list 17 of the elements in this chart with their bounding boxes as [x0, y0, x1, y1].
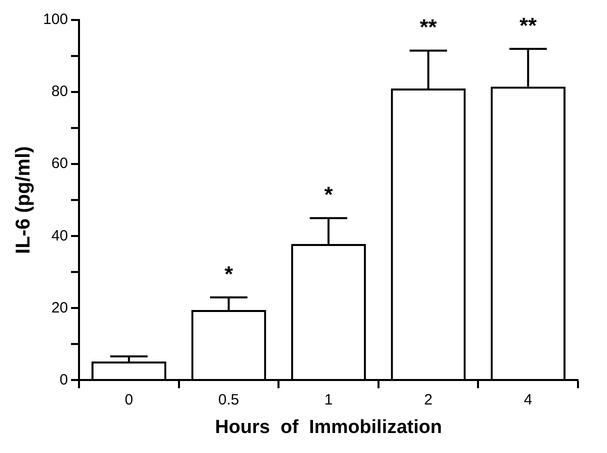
y-tick-label: 60: [51, 155, 68, 172]
annotation: *: [324, 182, 334, 208]
x-axis-title: Hours of Immobilization: [215, 416, 442, 438]
y-tick-label: 100: [42, 11, 68, 28]
x-tick-label: 1: [324, 391, 333, 408]
y-tick-label: 20: [51, 299, 68, 316]
y-tick-label: 0: [60, 371, 68, 388]
y-tick-label: 40: [51, 227, 68, 244]
x-tick-label: 0: [124, 391, 134, 408]
x-tick-label: 0.5: [218, 391, 240, 408]
annotation: **: [420, 14, 438, 40]
x-tick-label: 2: [424, 391, 432, 408]
annotation: *: [224, 261, 234, 286]
annotation: **: [520, 12, 538, 38]
y-tick-label: 80: [51, 83, 68, 100]
y-axis-title: IL-6 (pg/ml): [12, 146, 35, 254]
x-tick-label: 4: [524, 391, 532, 408]
